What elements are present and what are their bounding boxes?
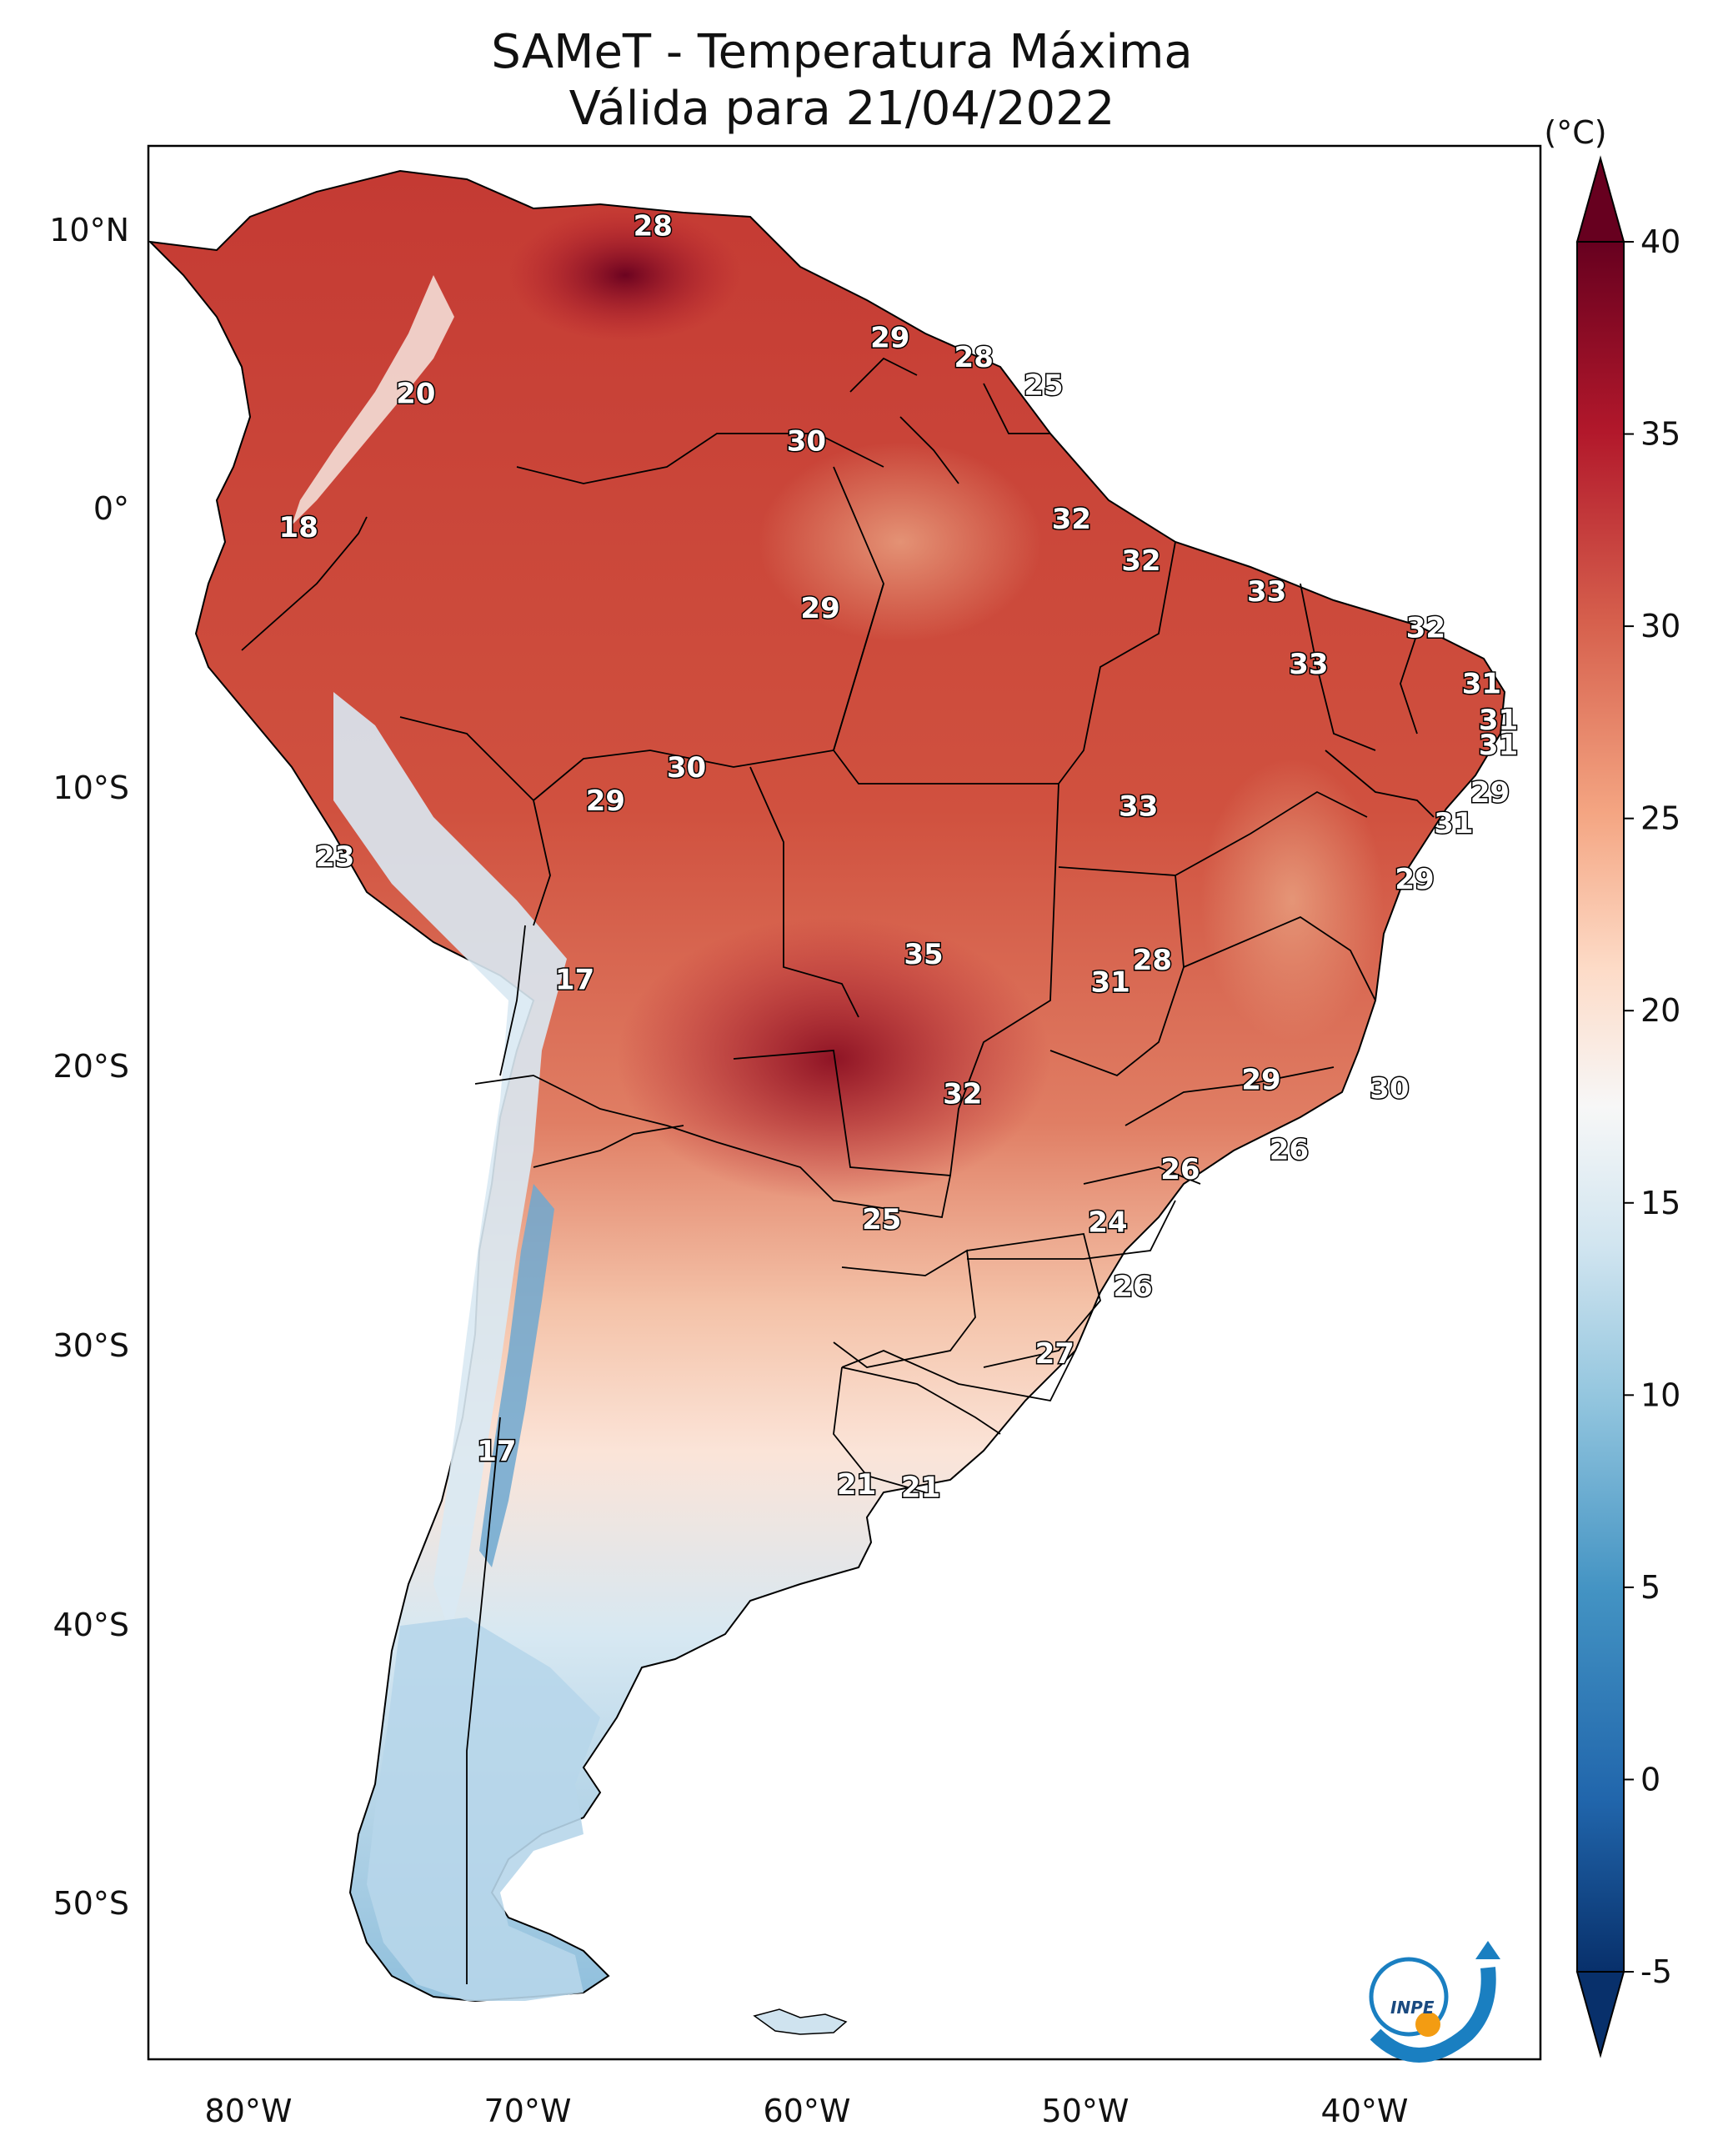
andes-cold-band (333, 692, 567, 1634)
map-subtitle: Válida para 21/04/2022 (568, 82, 1115, 136)
lat-tick-label: 40°S (53, 1607, 129, 1643)
temperature-label: 28 (1133, 944, 1172, 977)
colorbar-gradient (1576, 241, 1625, 1973)
colorbar-tick-label: 20 (1640, 992, 1680, 1029)
colorbar-tick-label: 25 (1640, 800, 1680, 837)
lon-tick-label: 40°W (1321, 2093, 1409, 2129)
colorbar-tick-label: 15 (1640, 1185, 1680, 1221)
map-area (148, 169, 1506, 2035)
temperature-label: 30 (1370, 1072, 1409, 1106)
colorbar-tick-label: 0 (1640, 1761, 1660, 1798)
falkland-islands (753, 2008, 848, 2035)
lon-tick-label: 60°W (764, 2093, 851, 2129)
temperature-label: 25 (1024, 369, 1063, 402)
temperature-label: 31 (1434, 807, 1473, 840)
temperature-label: 31 (1479, 729, 1518, 762)
lon-tick-label: 50°W (1042, 2093, 1129, 2129)
temperature-label: 29 (1395, 863, 1434, 896)
temperature-label: 30 (787, 424, 826, 458)
logo-arrow-icon (1475, 1941, 1500, 1959)
temperature-label: 26 (1270, 1133, 1309, 1166)
temperature-label: 29 (586, 785, 625, 818)
logo-swoosh (1370, 1967, 1496, 2063)
hot-region-chaco (617, 917, 1050, 1201)
colorbar-unit: (°C) (1544, 114, 1606, 151)
temperature-label: 28 (954, 341, 994, 374)
temperature-label: 31 (1462, 668, 1501, 701)
andes-deep-cold-band (479, 1184, 554, 1567)
temperature-label: 26 (1113, 1270, 1152, 1303)
map-title: SAMeT - Temperatura Máxima (491, 25, 1193, 79)
political-borders (241, 357, 1435, 1984)
lat-tick-label: 10°N (49, 212, 129, 248)
colorbar-tick-label: -5 (1640, 1953, 1672, 1990)
map-frame (147, 144, 1542, 2061)
lat-tick-label: 20°S (53, 1048, 129, 1085)
temperature-label: 25 (862, 1203, 901, 1236)
lon-tick-label: 70°W (484, 2093, 572, 2129)
patagonia-cold-region (367, 1617, 600, 2001)
temperature-label: 29 (1241, 1064, 1280, 1097)
temperature-label: 28 (634, 210, 673, 243)
colombia-andes-cool (292, 275, 454, 525)
temperature-label: 35 (904, 938, 943, 971)
temperature-label: 17 (555, 963, 594, 996)
temperature-label: 18 (279, 511, 318, 544)
temperature-label: 17 (477, 1435, 516, 1468)
temperature-label: 29 (870, 321, 909, 354)
logo-text: INPE (1390, 1998, 1435, 2018)
longitude-ticks: 80°W 70°W 60°W 50°W 40°W (205, 2093, 1409, 2129)
temperature-label: 29 (800, 592, 839, 625)
logo-orange-dot (1415, 2012, 1440, 2037)
warm-region-bahia (1200, 759, 1384, 1042)
lat-tick-label: 30°S (53, 1327, 129, 1364)
temperature-label: 33 (1289, 648, 1328, 681)
temperature-label: 29 (1470, 776, 1510, 810)
colorbar-extend-min (1575, 1971, 1625, 2058)
temperature-label: 33 (1119, 790, 1158, 824)
colorbar-extend-max (1575, 155, 1625, 243)
hot-region-venezuela (508, 208, 742, 342)
temperature-label: 32 (1052, 503, 1091, 536)
temperature-label: 32 (1406, 612, 1445, 645)
lat-tick-label: 50°S (53, 1885, 129, 1922)
temperature-label: 20 (396, 377, 435, 410)
temperature-label: 31 (1479, 704, 1518, 737)
latitude-ticks: 10°N 0° 10°S 20°S 30°S 40°S 50°S (49, 212, 129, 1922)
temperature-label: 31 (1091, 966, 1130, 1000)
colorbar: (°C) 40 35 30 25 20 15 10 5 0 -5 (1544, 114, 1680, 2058)
lat-tick-label: 0° (93, 490, 129, 527)
warm-region-amazon (759, 442, 1042, 642)
temperature-label: 33 (1247, 575, 1286, 609)
inpe-logo: INPE (1369, 1941, 1500, 2063)
temperature-label: 32 (943, 1078, 982, 1111)
temperature-label: 26 (1160, 1153, 1200, 1186)
temperature-label: 32 (1121, 544, 1160, 578)
colorbar-ticks: 40 35 30 25 20 15 10 5 0 -5 (1624, 223, 1680, 1990)
temperature-label: 24 (1088, 1206, 1127, 1239)
colorbar-tick-label: 5 (1640, 1569, 1660, 1606)
temperature-label: 21 (837, 1468, 876, 1502)
colorbar-tick-label: 30 (1640, 608, 1680, 644)
colorbar-tick-label: 35 (1640, 416, 1680, 453)
colorbar-tick-label: 10 (1640, 1376, 1680, 1413)
lon-tick-label: 80°W (205, 2093, 293, 2129)
temperature-label: 23 (315, 840, 354, 874)
temperature-label: 30 (667, 751, 706, 785)
colorbar-tick-label: 40 (1640, 223, 1680, 260)
temperature-label: 21 (901, 1471, 940, 1504)
lat-tick-label: 10°S (53, 770, 129, 806)
temperature-label: 27 (1035, 1337, 1074, 1371)
